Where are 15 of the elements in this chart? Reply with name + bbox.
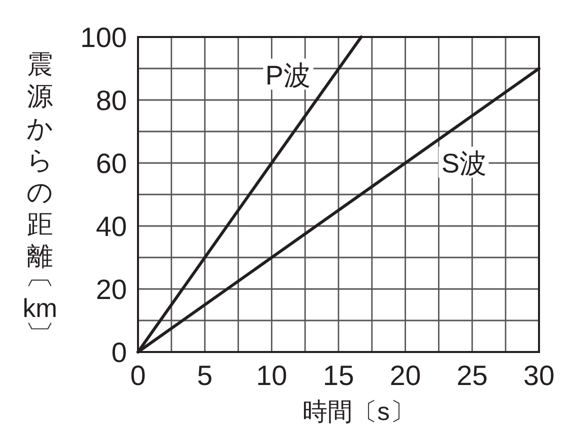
x-tick-label: 30 <box>523 360 555 391</box>
x-tick-label: 15 <box>322 360 354 391</box>
x-tick-label: 25 <box>456 360 488 391</box>
x-tick-label: 0 <box>130 360 146 391</box>
x-tick-label: 10 <box>256 360 288 391</box>
y-tick-label: 100 <box>80 22 127 54</box>
y-tick-label: 60 <box>96 148 127 180</box>
y-tick-label: 40 <box>96 211 127 242</box>
y-tick-label: 0 <box>111 337 127 368</box>
x-tick-label: 20 <box>390 360 421 391</box>
text: 震源からの距離〔km〕 <box>22 48 58 346</box>
x-axis-title: 時間〔s〕 <box>302 398 415 426</box>
x-tick-label: 5 <box>197 360 213 391</box>
y-tick-label: 80 <box>96 85 127 116</box>
y-tick-label: 20 <box>96 274 127 306</box>
